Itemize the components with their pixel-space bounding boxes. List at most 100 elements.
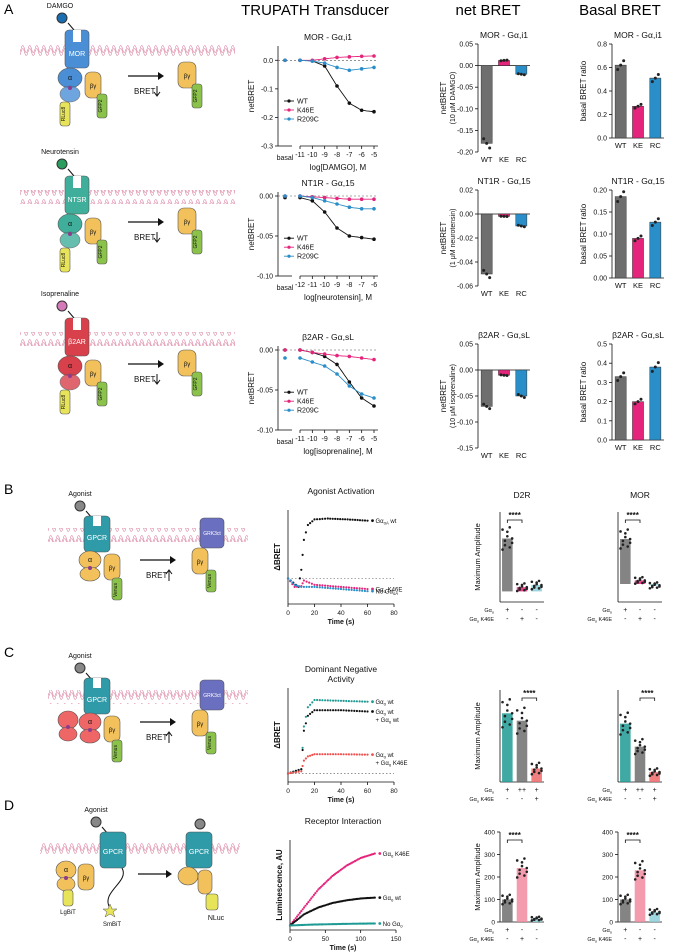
trace-point xyxy=(300,768,303,771)
replicate-point xyxy=(516,223,520,227)
significance-label: **** xyxy=(626,831,639,840)
acceptor-cylinder xyxy=(96,381,108,407)
chart-title: β2AR - Gα,sL xyxy=(478,330,530,340)
released-acceptor-label: GFP2 xyxy=(193,377,199,390)
bar xyxy=(634,870,646,922)
replicate-point xyxy=(619,375,623,379)
data-point-wt xyxy=(372,109,376,114)
schematic-dominant-negative: Agonist GPCR α βγ Venus BRET GRK3ct βγ Venus xyxy=(48,653,248,763)
replicate-point xyxy=(653,220,657,224)
replicate-point xyxy=(530,580,534,584)
trace-point xyxy=(363,587,366,590)
category-label-ke: KE xyxy=(633,443,643,452)
trace-point xyxy=(311,753,314,757)
replicate-point xyxy=(519,394,523,398)
replicate-point xyxy=(532,586,536,589)
trace-point xyxy=(345,753,348,756)
x-tick-label: -10 xyxy=(320,282,330,289)
x-tick-label: 0 xyxy=(286,788,290,795)
condition-mark: - xyxy=(653,927,656,934)
g-beta-gamma-label: βγ xyxy=(83,876,89,882)
released-venus xyxy=(205,569,217,593)
category-label-wt: WT xyxy=(615,443,627,452)
replicate-point xyxy=(518,868,521,872)
trace-point xyxy=(304,722,307,725)
replicate-point xyxy=(502,214,506,218)
chart-c_mor: ****Gαo + ++ +Gαo K46E - - + xyxy=(587,689,662,803)
data-point-wt xyxy=(359,108,364,113)
trace-point xyxy=(305,585,308,589)
replicate-point xyxy=(508,698,512,701)
x-tick-label: -11 xyxy=(295,152,305,159)
y-tick-label: 0.0 xyxy=(597,438,607,445)
replicate-point xyxy=(622,59,626,63)
bar xyxy=(620,539,631,584)
x-tick-label: 80 xyxy=(390,610,398,617)
data-point-r209c xyxy=(335,202,339,206)
replicate-point xyxy=(624,532,627,535)
trace-point xyxy=(337,709,340,712)
replicate-point xyxy=(616,68,620,72)
replicate-point xyxy=(523,706,526,710)
y-tick-label: -0.10 xyxy=(457,420,473,427)
replicate-point xyxy=(638,863,642,867)
data-point-k46e xyxy=(298,348,302,352)
significance-label: **** xyxy=(508,831,521,840)
trace-end-point xyxy=(366,753,369,756)
trace-point xyxy=(350,709,353,712)
reaction-arrowhead xyxy=(166,870,172,878)
replicate-point xyxy=(525,866,529,870)
replicate-point xyxy=(622,371,626,375)
bound-g-alpha xyxy=(177,866,199,886)
data-point-k46e xyxy=(347,354,352,359)
condition-mark: + xyxy=(653,796,657,803)
chart-c_d2r: Maximum Amplitude****Gαo + ++ +Gαo K46E - - + xyxy=(469,689,544,803)
receptor-label: MOR xyxy=(69,51,85,58)
trace-point xyxy=(324,709,327,712)
category-label-rc: RC xyxy=(650,443,661,452)
y-tick-label: -0.05 xyxy=(457,85,473,92)
replicate-point xyxy=(482,268,486,272)
trace-point xyxy=(309,522,312,525)
replicate-point xyxy=(655,912,659,916)
replicate-point xyxy=(648,913,652,917)
trace-point xyxy=(355,709,358,713)
replicate-point xyxy=(522,396,526,400)
trace-point xyxy=(342,709,345,712)
x-tick-label: -11 xyxy=(295,436,305,443)
trace-point xyxy=(301,748,304,752)
trace-point xyxy=(310,585,313,589)
agonist-dot xyxy=(90,816,102,828)
x-tick-label: -8 xyxy=(346,282,352,289)
replicate-point xyxy=(643,872,647,876)
ligand-label: DAMGO xyxy=(47,3,74,10)
data-point-wt xyxy=(310,199,315,203)
category-label-wt: WT xyxy=(615,281,627,290)
chart-title-line2: Activity xyxy=(328,674,356,684)
replicate-point xyxy=(508,893,512,897)
ligand-label: Neurotensin xyxy=(41,149,79,156)
membrane xyxy=(20,332,235,346)
data-point-r209c xyxy=(335,372,339,376)
released-beta-gamma-label: βγ xyxy=(184,362,190,368)
bar-wt xyxy=(480,369,493,407)
trace-point xyxy=(321,699,324,702)
legend-label: K46E xyxy=(297,245,314,252)
panel-letter-d: D xyxy=(4,797,14,813)
y-tick-label: -0.04 xyxy=(457,260,473,267)
membrane xyxy=(20,44,235,58)
trace-point xyxy=(331,517,334,520)
replicate-point xyxy=(501,700,504,704)
replicate-point xyxy=(502,58,506,62)
trace-point xyxy=(303,906,306,909)
column-header-net-bret: net BRET xyxy=(455,2,520,19)
ligand-arrow xyxy=(67,310,75,319)
replicate-point xyxy=(641,751,644,754)
legend-marker xyxy=(287,399,291,403)
legend-label: WT xyxy=(297,390,309,397)
data-point-k46e xyxy=(372,357,376,362)
replicate-point xyxy=(532,770,536,774)
y-tick-label: 400 xyxy=(484,830,495,837)
